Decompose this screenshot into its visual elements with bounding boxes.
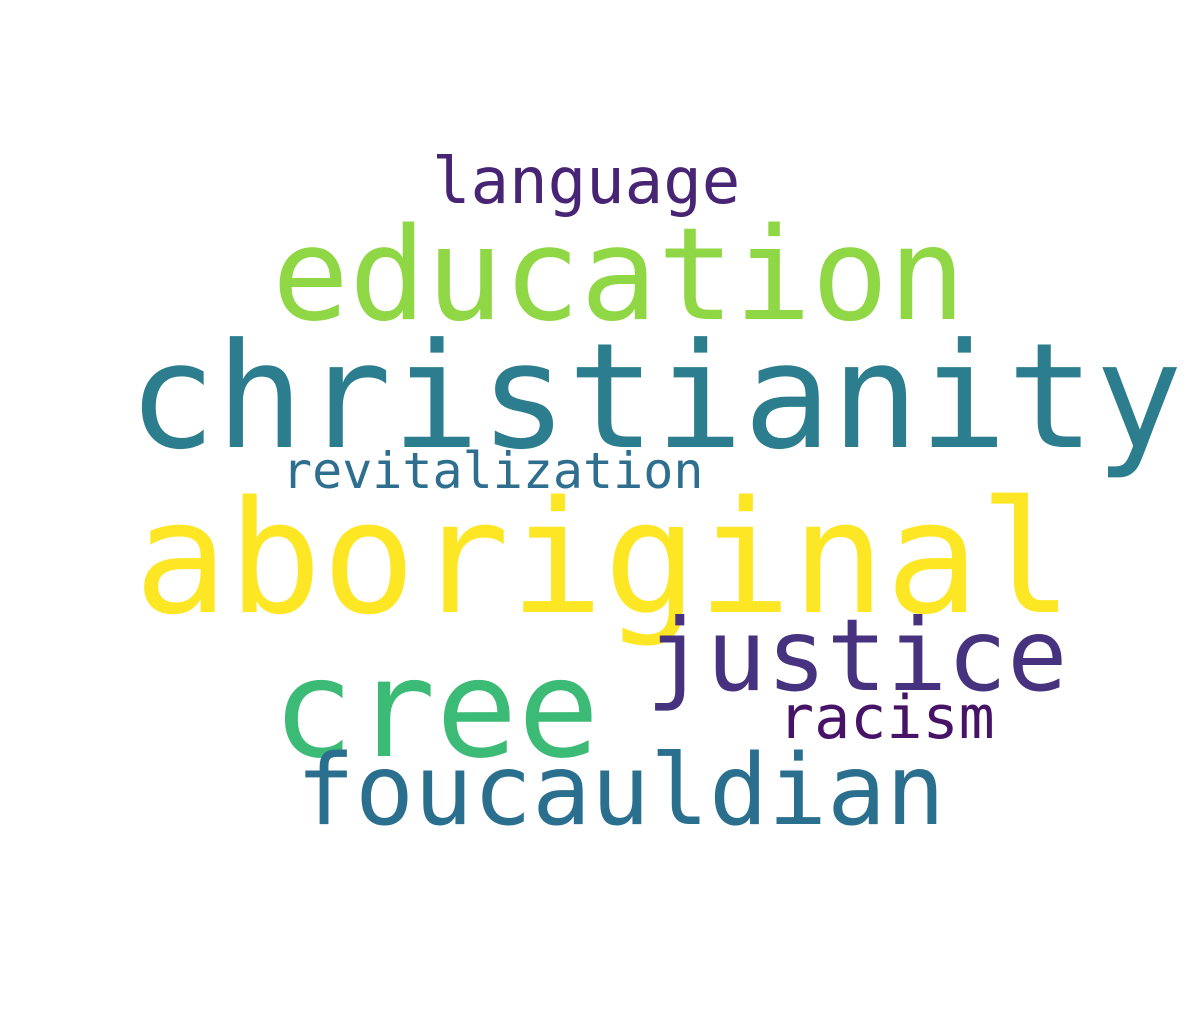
word-aboriginal: aboriginal bbox=[134, 467, 1074, 649]
word-foucauldian: foucauldian bbox=[296, 734, 946, 848]
word-cree: cree bbox=[272, 631, 600, 789]
word-education: education bbox=[272, 201, 966, 350]
word-justice: justice bbox=[646, 597, 1068, 714]
word-racism: racism bbox=[778, 683, 995, 753]
word-christianity: christianity bbox=[128, 312, 1183, 482]
word-language: language bbox=[432, 145, 741, 219]
word-revitalization: revitalization bbox=[282, 442, 704, 500]
